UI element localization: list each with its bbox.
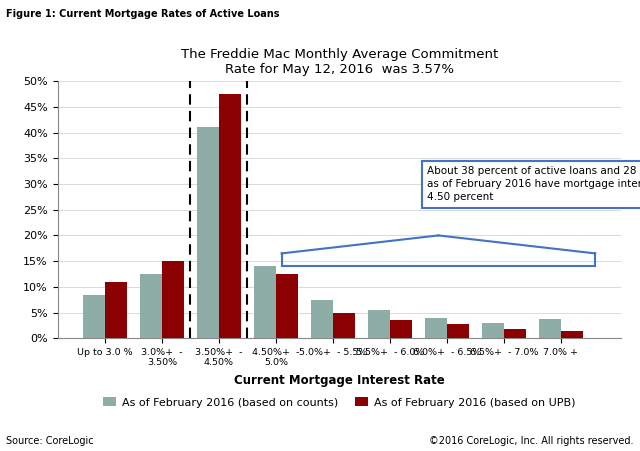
Text: ©2016 CoreLogic, Inc. All rights reserved.: ©2016 CoreLogic, Inc. All rights reserve… [429,437,634,446]
Bar [140,274,162,338]
Bar [426,318,447,338]
Bar [447,324,468,338]
Bar [368,310,390,338]
Bar [311,300,333,338]
Text: About 38 percent of active loans and 28 percent of UPB
as of February 2016 have : About 38 percent of active loans and 28 … [427,166,640,202]
Bar [561,331,582,338]
Bar [276,274,298,338]
X-axis label: Current Mortgage Interest Rate: Current Mortgage Interest Rate [234,374,445,387]
Bar [540,319,561,338]
Bar [333,313,355,338]
Bar [504,329,525,338]
Bar [219,94,241,338]
Legend: As of February 2016 (based on counts), As of February 2016 (based on UPB): As of February 2016 (based on counts), A… [101,395,577,410]
Bar [483,323,504,338]
Text: Source: CoreLogic: Source: CoreLogic [6,437,94,446]
Text: Figure 1: Current Mortgage Rates of Active Loans: Figure 1: Current Mortgage Rates of Acti… [6,9,280,19]
Bar [254,266,276,338]
Bar [105,282,127,338]
Bar [162,261,184,338]
Bar [197,128,219,338]
Title: The Freddie Mac Monthly Average Commitment
Rate for May 12, 2016  was 3.57%: The Freddie Mac Monthly Average Commitme… [180,48,498,76]
Bar [390,320,412,338]
Bar [83,295,105,338]
